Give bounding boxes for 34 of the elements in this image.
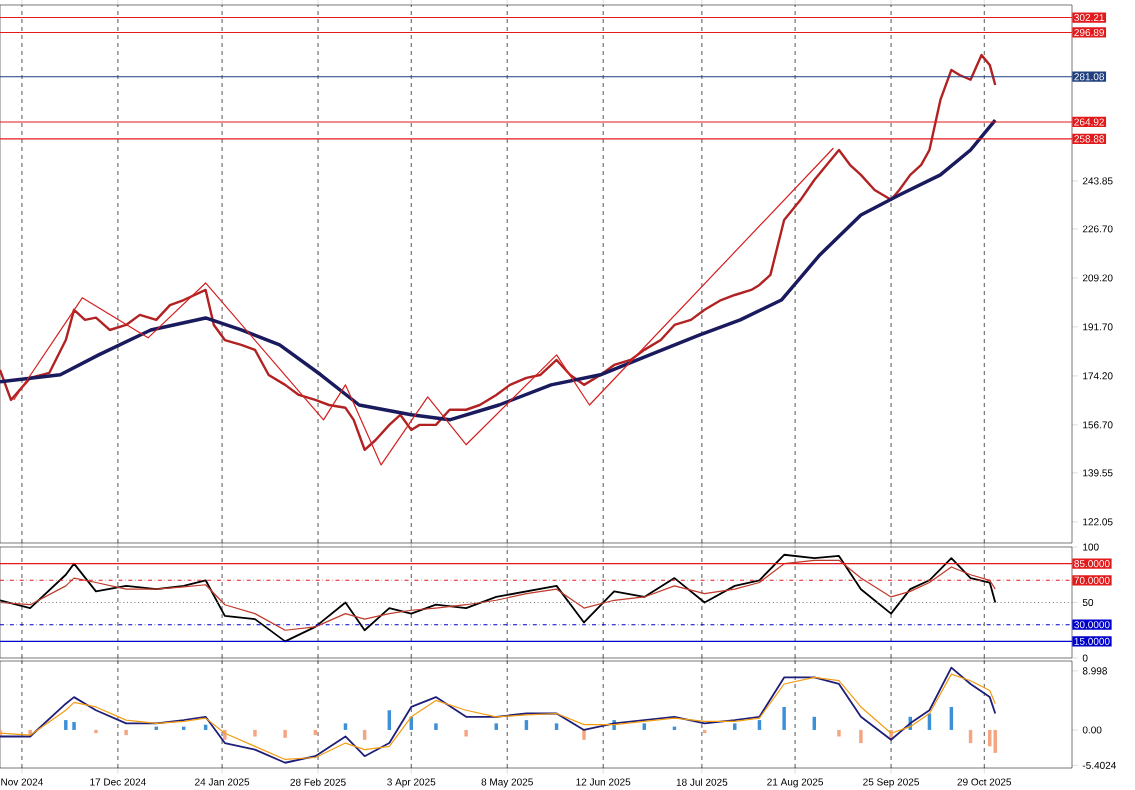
x-tick-label: 17 Dec 2024: [90, 778, 146, 786]
y-tick-label: 8.998: [1082, 667, 1107, 675]
ref-line-label: 15.0000: [1074, 637, 1110, 645]
ref-line-label: 296.89: [1074, 28, 1104, 37]
y-tick-label: 139.55: [1083, 469, 1113, 477]
y-tick-label: 100: [1083, 543, 1099, 551]
ref-line-label: 85.0000: [1074, 560, 1110, 568]
x-tick-label: 24 Jan 2025: [195, 778, 250, 786]
ref-line-label: 258.88: [1074, 135, 1105, 143]
y-tick-label: 0: [1082, 654, 1088, 662]
y-tick-label: 50: [1082, 598, 1094, 607]
y-tick-label: 226.70: [1082, 225, 1113, 233]
x-tick-label: 18 Jul 2025: [676, 778, 728, 786]
y-tick-label: -5.4024: [1082, 761, 1117, 769]
x-tick-label: 3 Apr 2025: [387, 778, 436, 788]
ref-line-label: 302.21: [1074, 14, 1104, 22]
y-tick-label: 191.70: [1083, 323, 1113, 331]
ref-line-label: 70.0000: [1074, 576, 1110, 584]
y-tick-label: 243.85: [1082, 177, 1113, 185]
y-tick-label: 122.05: [1083, 518, 1113, 526]
ref-line-label: 30.0000: [1074, 621, 1110, 629]
ref-line-label: 281.08: [1074, 73, 1105, 81]
x-tick-label: 25 Sep 2025: [863, 778, 919, 788]
y-tick-label: 209.20: [1082, 274, 1113, 282]
y-tick-label: 0.00: [1082, 726, 1102, 734]
x-tick-label: Nov 2024: [1, 778, 44, 786]
ref-line-label: 264.92: [1074, 118, 1104, 126]
x-tick-label: 28 Feb 2025: [290, 778, 346, 786]
y-tick-label: 174.20: [1083, 372, 1113, 380]
y-tick-label: 156.70: [1083, 421, 1113, 429]
x-tick-label: 8 May 2025: [481, 778, 533, 788]
x-tick-label: 21 Aug 2025: [767, 778, 824, 788]
x-tick-label: 29 Oct 2025: [957, 778, 1012, 786]
x-tick-label: 12 Jun 2025: [576, 778, 631, 786]
